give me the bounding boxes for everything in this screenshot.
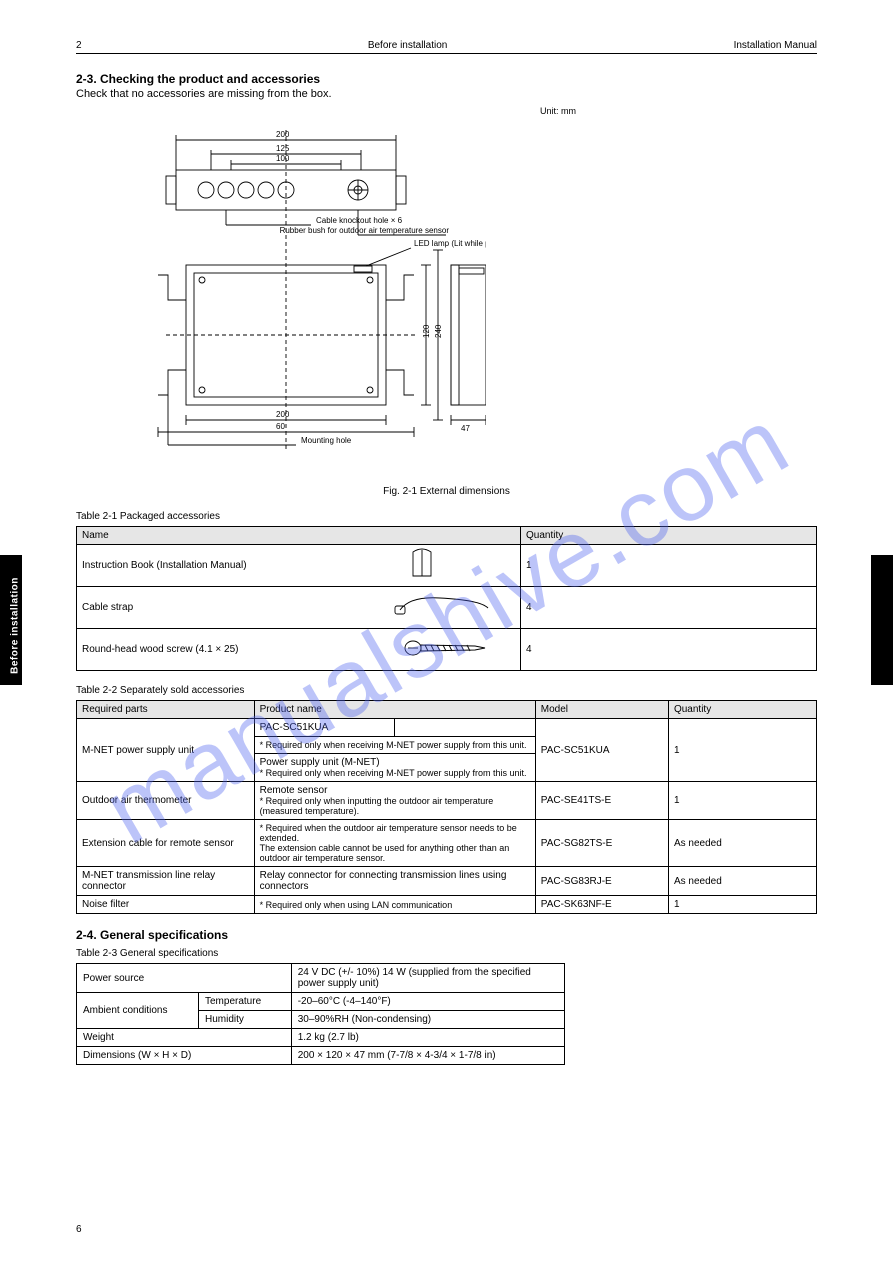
- cell-qty: 1: [668, 719, 816, 782]
- cell: 30–90%RH (Non-condensing): [291, 1011, 564, 1029]
- table-2-2-title: Table 2-2 Separately sold accessories: [76, 685, 817, 696]
- th-qty2: Quantity: [668, 701, 816, 719]
- cell-qty: 4: [521, 587, 817, 629]
- cell-note: * Required only when receiving M-NET pow…: [255, 737, 535, 754]
- dim-100: 100: [276, 154, 290, 163]
- cell-pname: Relay connector for connecting transmiss…: [254, 867, 535, 896]
- cell: Ambient conditions: [77, 993, 199, 1029]
- cell-model: PAC-SC51KUA: [535, 719, 668, 782]
- cell-model: PAC-SE41TS-E: [535, 782, 668, 820]
- page-number: 6: [76, 1224, 82, 1235]
- header-left: 2: [76, 40, 82, 51]
- dim-120: 120: [422, 324, 431, 338]
- th-qty: Quantity: [521, 527, 817, 545]
- cell-req: M-NET transmission line relay connector: [77, 867, 255, 896]
- cell-note: * Required only when using LAN communica…: [254, 896, 535, 914]
- cell-qty: As needed: [668, 867, 816, 896]
- cell-blank: [395, 719, 535, 737]
- cell: Humidity: [199, 1011, 292, 1029]
- cell-req: Extension cable for remote sensor: [77, 820, 255, 867]
- label-bush: Rubber bush for outdoor air temperature …: [280, 226, 450, 235]
- table-2-1-title: Table 2-1 Packaged accessories: [76, 511, 817, 522]
- cell-req: M-NET power supply unit: [77, 719, 255, 782]
- table-separately: Required parts Product name Model Quanti…: [76, 700, 817, 914]
- dim-200: 200: [276, 130, 290, 139]
- th-name: Name: [77, 527, 521, 545]
- table-row: Dimensions (W × H × D) 200 × 120 × 47 mm…: [77, 1047, 565, 1065]
- figure-caption: Fig. 2-1 External dimensions: [76, 486, 817, 497]
- table-row: Cable strap 4: [77, 587, 817, 629]
- cell-req: Noise filter: [77, 896, 255, 914]
- side-tab-left: Before installation: [0, 555, 22, 685]
- cell-qty: 4: [521, 629, 817, 671]
- cell-model: PAC-SG82TS-E: [535, 820, 668, 867]
- page-header: 2 Before installation Installation Manua…: [76, 40, 817, 51]
- th-pname: Product name: [254, 701, 535, 719]
- cell-name: Instruction Book (Installation Manual): [82, 560, 247, 571]
- cell-qty: As needed: [668, 820, 816, 867]
- header-right: Installation Manual: [734, 40, 817, 51]
- wood-screw-icon: [385, 632, 495, 667]
- header-rule: [76, 53, 817, 54]
- cell: Weight: [77, 1029, 292, 1047]
- cell-note: The extension cable cannot be used for a…: [260, 843, 530, 863]
- table-row: Weight 1.2 kg (2.7 lb): [77, 1029, 565, 1047]
- cell: -20–60°C (-4–140°F): [291, 993, 564, 1011]
- table-row: Outdoor air thermometer Remote sensor * …: [77, 782, 817, 820]
- header-center: Before installation: [368, 40, 448, 51]
- dim-125: 125: [276, 144, 290, 153]
- cell-note: * Required only when receiving M-NET pow…: [260, 768, 530, 778]
- cell-qty: 1: [668, 896, 816, 914]
- cell: Temperature: [199, 993, 292, 1011]
- table-row: Round-head wood screw (4.1 × 25) 4: [77, 629, 817, 671]
- cell-model: PAC-SK63NF-E: [535, 896, 668, 914]
- cell: Power source: [77, 964, 292, 993]
- cell-req: Outdoor air thermometer: [77, 782, 255, 820]
- dimension-diagram: 200 125 100 Cable knockout hole × 6 Rubb…: [116, 120, 486, 480]
- cable-strap-icon: [385, 590, 495, 625]
- diagram-svg: 200 125 100 Cable knockout hole × 6 Rubb…: [116, 120, 486, 480]
- cell-note: * Required only when inputting the outdo…: [260, 796, 530, 816]
- th-req: Required parts: [77, 701, 255, 719]
- dim-200b: 200: [276, 410, 290, 419]
- cell-pname: PAC-SC51KUA: [255, 719, 395, 737]
- side-tab-right: [871, 555, 893, 685]
- th-model: Model: [535, 701, 668, 719]
- unit-label: Unit: mm: [76, 106, 576, 116]
- side-tab-label: Before installation: [10, 561, 21, 691]
- dim-47: 47: [461, 424, 470, 433]
- table-row: Power source 24 V DC (+/- 10%) 14 W (sup…: [77, 964, 565, 993]
- cell: Dimensions (W × H × D): [77, 1047, 292, 1065]
- dim-60: 60: [276, 422, 285, 431]
- label-ko: Cable knockout hole × 6: [316, 216, 403, 225]
- label-led: LED lamp (Lit while powered.): [414, 239, 486, 248]
- cell-pname: Power supply unit (M-NET): [260, 757, 530, 768]
- table-row: M-NET power supply unit PAC-SC51KUA * Re…: [77, 719, 817, 754]
- table-row: Ambient conditions Temperature -20–60°C …: [77, 993, 565, 1011]
- cell: 24 V DC (+/- 10%) 14 W (supplied from th…: [291, 964, 564, 993]
- table-packaged: Name Quantity Instruction Book (Installa…: [76, 526, 817, 671]
- cell-pname: Remote sensor: [260, 785, 530, 796]
- dim-240: 240: [434, 324, 443, 338]
- section-2-4-title: 2-4. General specifications: [76, 928, 817, 942]
- cell-name: Cable strap: [82, 602, 133, 613]
- table-general: Power source 24 V DC (+/- 10%) 14 W (sup…: [76, 963, 565, 1065]
- cell-model: PAC-SG83RJ-E: [535, 867, 668, 896]
- cell-note: * Required when the outdoor air temperat…: [260, 823, 530, 843]
- cell: 1.2 kg (2.7 lb): [291, 1029, 564, 1047]
- cell-qty: 1: [521, 545, 817, 587]
- instruction-book-icon: [365, 548, 475, 583]
- label-mh: Mounting hole: [301, 436, 352, 445]
- cell: 200 × 120 × 47 mm (7-7/8 × 4-3/4 × 1-7/8…: [291, 1047, 564, 1065]
- table-row: Noise filter * Required only when using …: [77, 896, 817, 914]
- cell-qty: 1: [668, 782, 816, 820]
- table-row: Instruction Book (Installation Manual) 1: [77, 545, 817, 587]
- section-title: 2-3. Checking the product and accessorie…: [76, 72, 817, 86]
- table-row: M-NET transmission line relay connector …: [77, 867, 817, 896]
- cell-name: Round-head wood screw (4.1 × 25): [82, 644, 238, 655]
- table-row: Extension cable for remote sensor * Requ…: [77, 820, 817, 867]
- section-body: Check that no accessories are missing fr…: [76, 88, 817, 100]
- table-2-3-title: Table 2-3 General specifications: [76, 948, 817, 959]
